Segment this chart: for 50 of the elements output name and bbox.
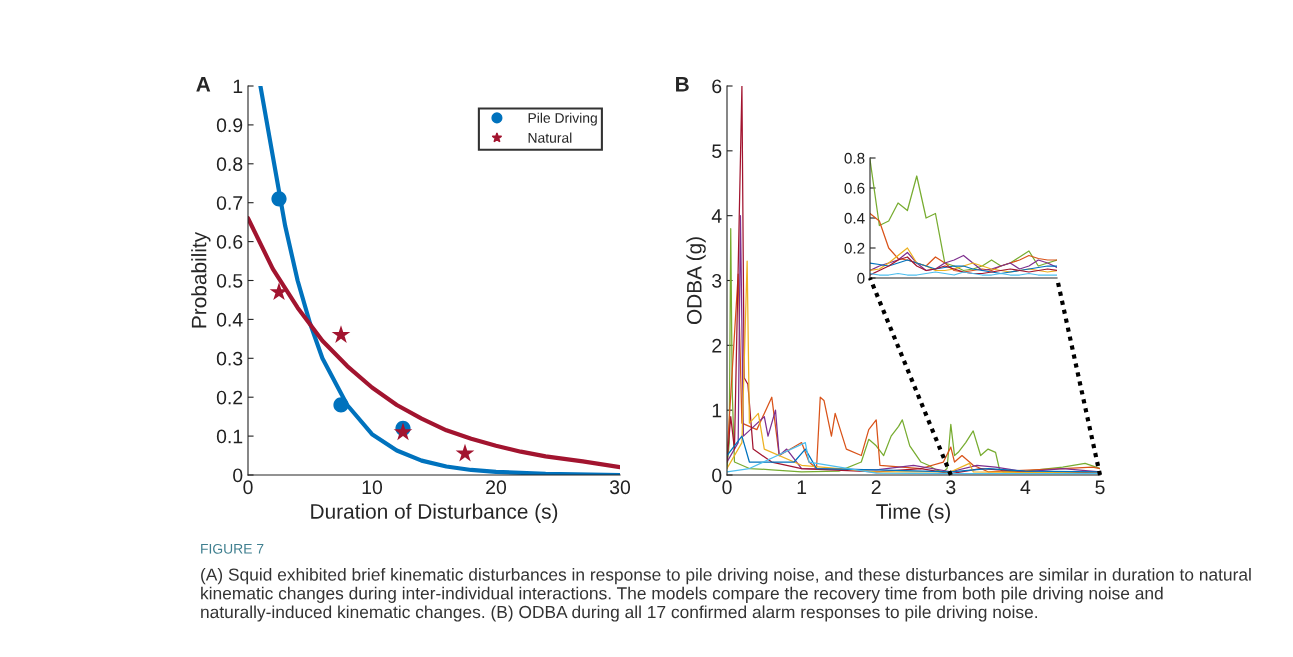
- x-tick-label: 30: [609, 480, 631, 495]
- legend-label: Natural: [528, 132, 572, 143]
- x-axis-title: Duration of Disturbance (s): [311, 503, 558, 523]
- y-tick-label: 0.2: [844, 242, 865, 254]
- x-tick-label: 3: [946, 480, 956, 495]
- caption: FIGURE 7: [201, 543, 264, 554]
- y-tick-label: 4: [711, 209, 722, 223]
- y-tick-label: 0.1: [216, 429, 243, 444]
- x-tick-label: 5: [1095, 480, 1105, 495]
- x-tick-label: 10: [362, 480, 383, 495]
- y-tick-label: 0.4: [844, 212, 865, 224]
- y-tick-label: 0.9: [216, 118, 243, 133]
- y-tick-label: 0.8: [216, 157, 243, 172]
- y-tick-label: 0: [857, 272, 865, 284]
- y-tick-label: 0.3: [216, 351, 243, 366]
- x-axis-title: Time (s): [876, 503, 951, 523]
- line-series: [258, 86, 620, 475]
- y-tick-label: 0.2: [216, 390, 243, 405]
- point: [455, 443, 475, 462]
- y-tick-label: 2: [712, 338, 722, 353]
- y-tick-label: 1: [233, 79, 243, 94]
- y-tick-label: 0: [233, 468, 243, 483]
- line-series: [248, 216, 620, 470]
- y-tick-label: 0.4: [216, 312, 243, 327]
- x-tick-label: 0: [243, 480, 253, 495]
- y-tick-label: 0.8: [844, 152, 865, 164]
- y-axis-title: ODBA (g): [686, 237, 706, 325]
- point: [331, 325, 351, 343]
- x-tick-label: 2: [871, 480, 881, 494]
- y-tick-label: 0: [712, 468, 722, 483]
- point: [271, 191, 287, 207]
- chart-title: B: [676, 77, 689, 92]
- legend-label: Pile Driving: [528, 112, 597, 126]
- y-tick-label: 1: [712, 403, 722, 418]
- y-tick-label: 0.5: [216, 273, 243, 288]
- y-tick-label: 5: [712, 144, 722, 159]
- x-tick-label: 4: [1020, 480, 1031, 494]
- point: [393, 422, 413, 441]
- y-tick-label: 3: [712, 273, 722, 288]
- x-tick-label: 20: [486, 480, 507, 495]
- y-axis-title: Probability: [191, 231, 211, 328]
- y-tick-label: 0.6: [844, 182, 865, 194]
- text: (A) Squid exhibited brief kinematic disturbances in response to pile driving noise, and these disturbances are similar in duration to natural kinematic changes during inter-individual interactions. The models compare the recovery time from both pile driving noise and naturally-induced kinematic changes. (B) ODBA during all 17 confirmed alarm responses to pile driving noise.: [201, 568, 1251, 622]
- x-tick-label: 0: [722, 480, 732, 495]
- y-tick-label: 6: [712, 79, 722, 94]
- chart-title: A: [196, 77, 211, 92]
- x-tick-label: 1: [797, 480, 807, 494]
- point: [333, 397, 349, 413]
- y-tick-label: 0.7: [216, 196, 243, 210]
- y-tick-label: 0.6: [216, 235, 243, 249]
